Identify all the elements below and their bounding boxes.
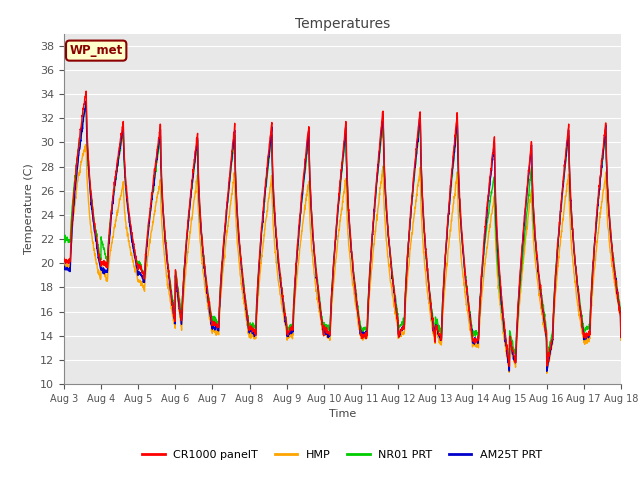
Legend: CR1000 panelT, HMP, NR01 PRT, AM25T PRT: CR1000 panelT, HMP, NR01 PRT, AM25T PRT — [138, 445, 547, 465]
Title: Temperatures: Temperatures — [295, 17, 390, 31]
Y-axis label: Temperature (C): Temperature (C) — [24, 163, 35, 254]
X-axis label: Time: Time — [329, 409, 356, 419]
Text: WP_met: WP_met — [70, 44, 123, 57]
